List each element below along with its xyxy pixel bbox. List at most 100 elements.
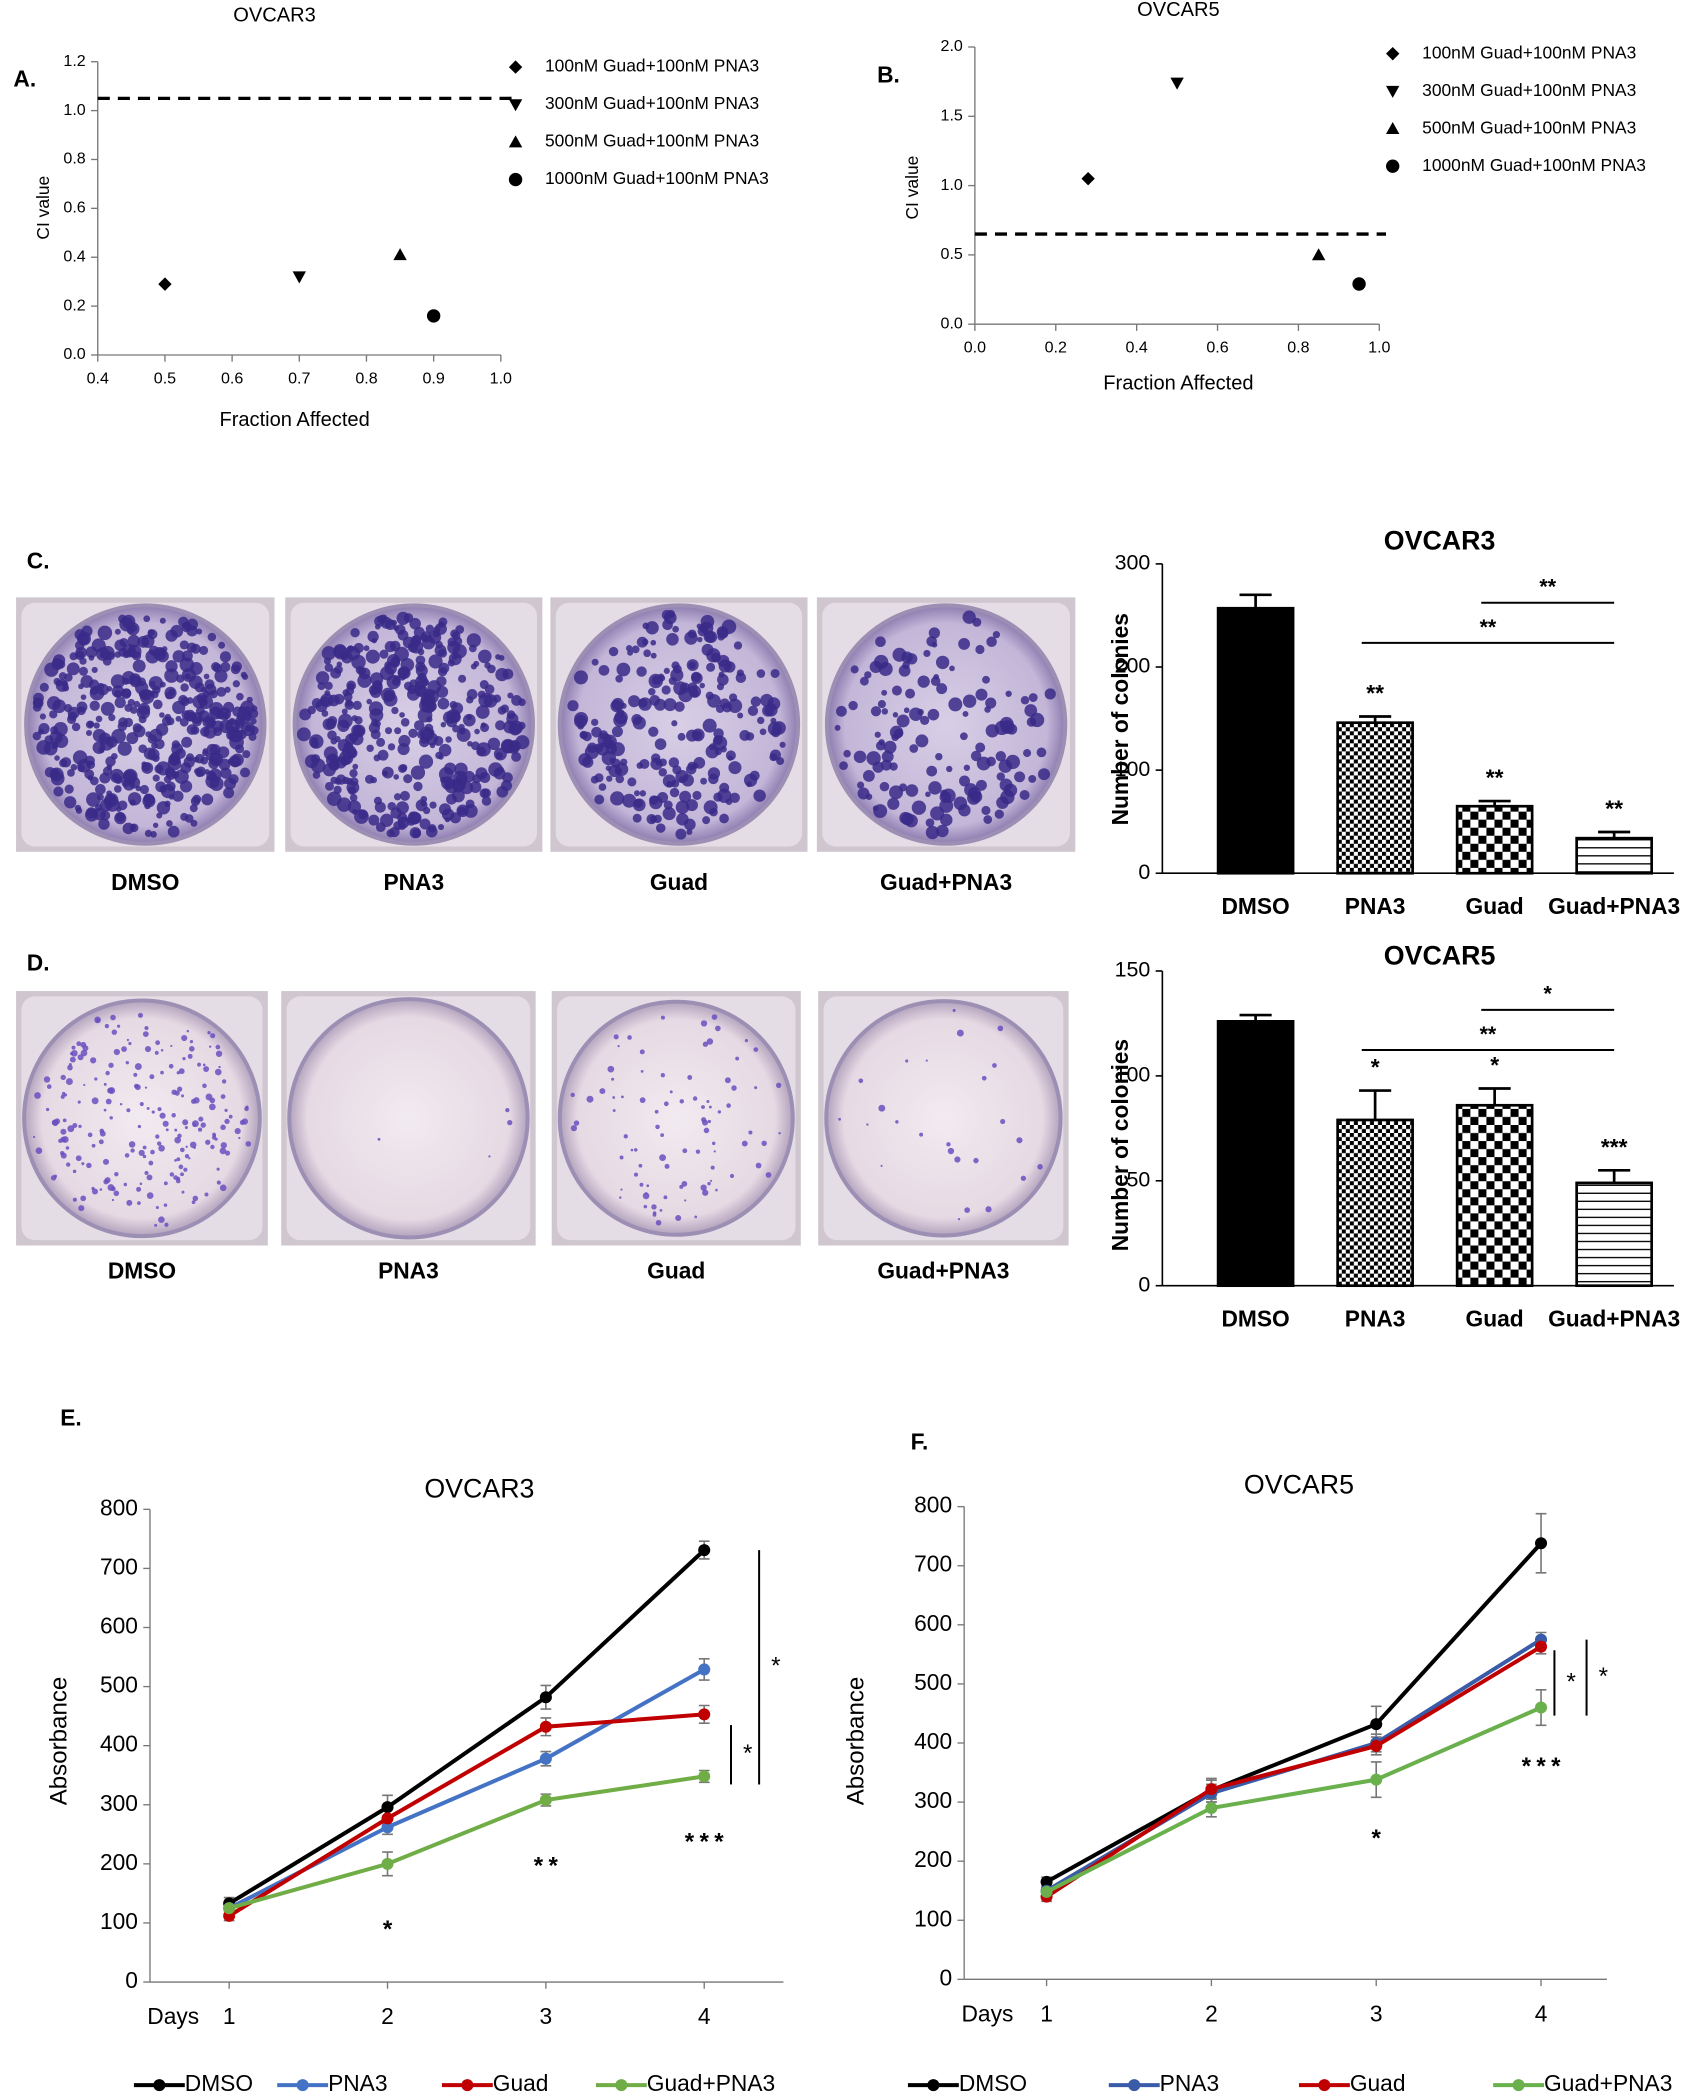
legend-label: PNA3 bbox=[328, 2070, 387, 2096]
panel-label: B. bbox=[877, 61, 900, 87]
colony bbox=[511, 751, 522, 762]
colony bbox=[440, 721, 447, 728]
colony bbox=[121, 1046, 127, 1052]
colony bbox=[409, 617, 421, 630]
colony bbox=[926, 765, 938, 777]
legend-label: PNA3 bbox=[1160, 2070, 1219, 2096]
significance-star: * bbox=[700, 1829, 710, 1856]
data-point bbox=[292, 271, 306, 284]
colony bbox=[122, 770, 137, 784]
data-point bbox=[1535, 1537, 1548, 1550]
colony bbox=[95, 715, 103, 723]
colony bbox=[160, 1048, 164, 1052]
colony bbox=[451, 631, 461, 641]
colony bbox=[429, 801, 437, 809]
colony bbox=[402, 668, 409, 675]
legend-marker bbox=[1386, 121, 1400, 135]
colony bbox=[915, 734, 929, 748]
colony bbox=[445, 736, 452, 743]
bar bbox=[1575, 1181, 1653, 1288]
colony bbox=[111, 1029, 118, 1035]
colony bbox=[373, 720, 381, 728]
colony bbox=[219, 1184, 227, 1192]
legend-dot bbox=[296, 2079, 309, 2092]
colony bbox=[506, 712, 519, 726]
colony bbox=[838, 1117, 841, 1121]
y-tick-label: 400 bbox=[914, 1728, 952, 1754]
colony bbox=[172, 650, 185, 663]
colony bbox=[497, 766, 505, 774]
colony bbox=[606, 775, 613, 782]
colony bbox=[586, 1095, 594, 1103]
bracket-label: * bbox=[1599, 1663, 1608, 1690]
legend-label: 100nM Guad+100nM PNA3 bbox=[1422, 42, 1636, 62]
colony bbox=[230, 664, 241, 675]
colony bbox=[245, 1141, 252, 1147]
x-tick-label: 0.7 bbox=[288, 369, 310, 387]
colony bbox=[615, 774, 625, 784]
colony bbox=[613, 1034, 619, 1040]
colony bbox=[138, 691, 145, 697]
colony bbox=[650, 652, 657, 659]
colony bbox=[159, 681, 166, 688]
error-bar bbox=[1359, 715, 1392, 723]
colony bbox=[177, 1086, 183, 1092]
colony bbox=[209, 744, 221, 755]
colony bbox=[196, 628, 203, 635]
colony bbox=[88, 655, 95, 661]
y-tick-label: 700 bbox=[914, 1551, 952, 1577]
colony bbox=[183, 756, 195, 768]
colony bbox=[623, 1134, 628, 1139]
colony bbox=[66, 662, 80, 676]
colony bbox=[480, 723, 490, 733]
colony bbox=[65, 1146, 70, 1150]
legend-dot bbox=[153, 2079, 166, 2092]
colony bbox=[417, 672, 427, 683]
series-line bbox=[228, 1712, 705, 1918]
x-tick-label: 0.9 bbox=[422, 369, 444, 387]
colony bbox=[175, 1178, 181, 1184]
colony bbox=[484, 684, 495, 695]
colony bbox=[630, 1148, 634, 1152]
colony bbox=[717, 788, 732, 803]
y-tick-label: 200 bbox=[914, 1846, 952, 1872]
colony bbox=[353, 642, 364, 654]
colony bbox=[208, 1045, 212, 1048]
colony bbox=[687, 1075, 693, 1080]
colony bbox=[848, 700, 858, 711]
colony bbox=[224, 686, 231, 693]
colony bbox=[437, 823, 445, 831]
colony bbox=[105, 1070, 110, 1076]
colony bbox=[753, 789, 766, 802]
colony bbox=[757, 716, 765, 725]
colony bbox=[663, 698, 677, 712]
colony bbox=[726, 1103, 731, 1108]
colony bbox=[706, 1099, 710, 1103]
colony bbox=[97, 683, 109, 696]
colony bbox=[475, 705, 490, 719]
colony bbox=[380, 614, 388, 623]
colony bbox=[63, 1093, 68, 1097]
colony bbox=[733, 641, 743, 650]
colony bbox=[127, 634, 141, 648]
y-axis-label: CI value bbox=[33, 176, 53, 240]
colony bbox=[712, 1141, 716, 1146]
colony bbox=[157, 1107, 162, 1112]
colony bbox=[39, 682, 49, 692]
data-point bbox=[1352, 277, 1366, 291]
colony bbox=[975, 742, 986, 753]
colony bbox=[68, 1063, 72, 1067]
colony bbox=[654, 738, 667, 750]
colony bbox=[49, 767, 64, 782]
colony bbox=[975, 779, 987, 791]
colony bbox=[190, 643, 201, 654]
data-point bbox=[223, 1902, 236, 1915]
y-tick-label: 100 bbox=[100, 1908, 138, 1934]
colony bbox=[691, 689, 700, 698]
colony bbox=[518, 698, 526, 707]
legend-marker bbox=[508, 60, 523, 74]
colony bbox=[767, 721, 782, 736]
colony bbox=[692, 1096, 698, 1101]
colony bbox=[995, 751, 1007, 762]
y-tick-label: 500 bbox=[914, 1669, 952, 1695]
